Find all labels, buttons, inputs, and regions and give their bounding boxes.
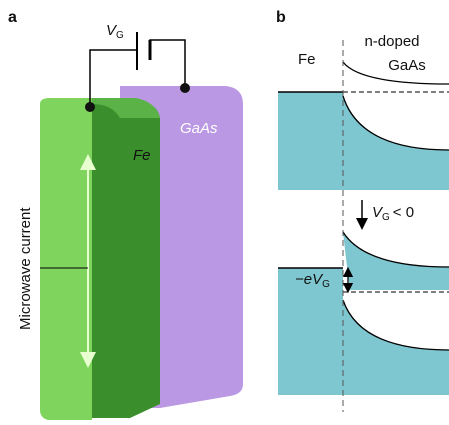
panel-a: a VG Fe GaAs Microwave current: [8, 9, 243, 420]
contact: [85, 102, 95, 112]
panel-b: b Fe n-doped GaAs VG< 0 −eVG: [276, 9, 449, 412]
fe-label: Fe: [298, 51, 316, 68]
semiconductor-label: n-doped: [364, 33, 419, 50]
contact: [180, 83, 190, 93]
semiconductor-label: GaAs: [388, 57, 426, 74]
figure: a VG Fe GaAs Microwave current b Fe n-do…: [0, 0, 449, 425]
panel-label: b: [276, 9, 286, 26]
gaas-band: [343, 232, 449, 290]
fe-label: Fe: [133, 147, 151, 164]
gate-voltage: VG: [106, 22, 124, 41]
current-label: Microwave current: [17, 207, 34, 330]
gaas-valence: [343, 300, 449, 395]
fe-band: [278, 92, 343, 190]
panel-label: a: [8, 9, 17, 26]
gaas-label: GaAs: [180, 120, 218, 137]
bias-condition: VG< 0: [372, 204, 414, 223]
contact-slab: [40, 98, 92, 420]
